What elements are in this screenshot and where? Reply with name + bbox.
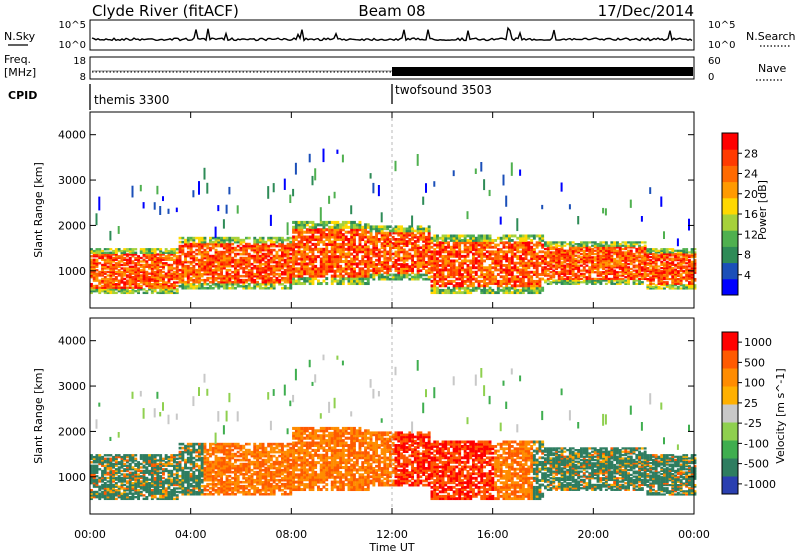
nave-tick-low: 0 — [708, 72, 714, 83]
x-tick-label: 16:00 — [477, 528, 509, 541]
velocity-colorbar-swatch — [722, 332, 738, 351]
power-colorbar-tick: 4 — [744, 269, 751, 282]
power-colorbar-swatch — [722, 197, 738, 215]
velocity-colorbar-swatch — [722, 422, 738, 441]
nsearch-tick-low: 10^0 — [708, 40, 735, 51]
power-colorbar: 4 8 12 16 20 24 28 Power [dB] — [721, 132, 769, 296]
power-ytick-label: 4000 — [58, 129, 86, 142]
power-colorbar-tick: 8 — [744, 249, 751, 262]
power-colorbar-tick: 16 — [744, 208, 758, 221]
velocity-panel: Slant Range [km] 1000 2000 3000 4000 00:00 0… — [32, 112, 710, 554]
velocity-colorbar: 1000 500 100 25 -25 -100 -500 -1000 Velocity [m… — [721, 331, 787, 495]
power-colorbar-tick: 20 — [744, 188, 758, 201]
velocity-colorbar-tick: 1000 — [744, 336, 772, 349]
freq-label-line1: Freq. — [4, 53, 31, 66]
velocity-ytick-label: 4000 — [58, 335, 86, 348]
power-colorbar-swatch — [722, 214, 738, 231]
power-colorbar-swatch — [722, 278, 738, 296]
velocity-colorbar-tick: -25 — [744, 417, 762, 430]
nave-tick-high: 60 — [708, 56, 721, 67]
x-tick-label: 20:00 — [577, 528, 609, 541]
power-ytick-label: 2000 — [58, 219, 86, 232]
x-tick-label: 00:00 — [74, 528, 106, 541]
power-panel: Slant Range [km] 1000 2000 3000 4000 — [32, 111, 697, 309]
power-ytick-label: 3000 — [58, 174, 86, 187]
power-colorbar-swatch — [722, 133, 738, 150]
x-tick-label: 08:00 — [275, 528, 307, 541]
velocity-colorbar-tick: 100 — [744, 377, 765, 390]
power-colorbar-swatch — [722, 165, 738, 183]
frequency-panel: Freq. [MHz] 18 8 60 0 Nave — [4, 53, 786, 83]
x-tick-label: 00:00 — [678, 528, 710, 541]
cpid-row: CPID themis 3300 twofsound 3503 — [8, 83, 492, 110]
noise-sky-series — [91, 26, 693, 42]
velocity-colorbar-swatch — [722, 350, 738, 369]
velocity-ylabel: Slant Range [km] — [32, 368, 45, 464]
power-ylabel: Slant Range [km] — [32, 162, 45, 258]
velocity-ytick-label: 1000 — [58, 471, 86, 484]
nave-label: Nave — [758, 62, 786, 75]
nsky-tick-high: 10^5 — [59, 20, 86, 31]
velocity-colorbar-swatch — [722, 368, 738, 387]
x-tick-label: 04:00 — [175, 528, 207, 541]
freq-tick-low: 8 — [80, 72, 86, 83]
velocity-colorbar-tick: -1000 — [744, 478, 776, 491]
power-colorbar-tick: 12 — [744, 228, 758, 241]
nsky-label: N.Sky — [4, 30, 36, 43]
velocity-colorbar-swatch — [722, 476, 738, 495]
freq-tick-high: 18 — [73, 56, 86, 67]
beam-title: Beam 08 — [358, 2, 425, 20]
nsearch-tick-high: 10^5 — [708, 20, 735, 31]
power-colorbar-tick: 24 — [744, 168, 758, 181]
velocity-colorbar-swatch — [722, 386, 738, 405]
power-colorbar-tick: 28 — [744, 147, 758, 160]
power-colorbar-swatch — [722, 230, 738, 247]
nsearch-label: N.Search — [746, 30, 796, 43]
velocity-colorbar-label: Velocity [m s^-1] — [774, 368, 787, 463]
power-colorbar-swatch — [722, 181, 738, 199]
velocity-ytick-label: 3000 — [58, 380, 86, 393]
velocity-colorbar-tick: -500 — [744, 458, 769, 471]
power-colorbar-swatch — [722, 149, 738, 166]
velocity-colorbar-tick: 25 — [744, 397, 758, 410]
x-tick-label: 12:00 — [376, 528, 408, 541]
cpid-mode-themis: themis 3300 — [94, 93, 169, 107]
velocity-colorbar-swatch — [722, 404, 738, 423]
cpid-mode-twofsound: twofsound 3503 — [395, 83, 492, 97]
cpid-label: CPID — [8, 89, 37, 102]
nave-block — [392, 67, 693, 76]
power-colorbar-swatch — [722, 246, 738, 264]
power-colorbar-swatch — [722, 262, 738, 280]
date-title: 17/Dec/2014 — [598, 2, 694, 20]
freq-label-line2: [MHz] — [4, 66, 36, 79]
velocity-colorbar-swatch — [722, 458, 738, 477]
velocity-colorbar-tick: -100 — [744, 437, 769, 450]
x-axis-label: Time UT — [368, 541, 414, 554]
station-title: Clyde River (fitACF) — [92, 2, 239, 20]
velocity-ytick-label: 2000 — [58, 425, 86, 438]
power-ytick-label: 1000 — [58, 265, 86, 278]
nsky-tick-low: 10^0 — [59, 40, 86, 51]
power-colorbar-label: Power [dB] — [756, 180, 769, 240]
noise-panel: N.Sky 10^5 10^0 10^5 10^0 N.Search — [4, 19, 796, 51]
velocity-colorbar-swatch — [722, 440, 738, 459]
velocity-colorbar-tick: 500 — [744, 356, 765, 369]
